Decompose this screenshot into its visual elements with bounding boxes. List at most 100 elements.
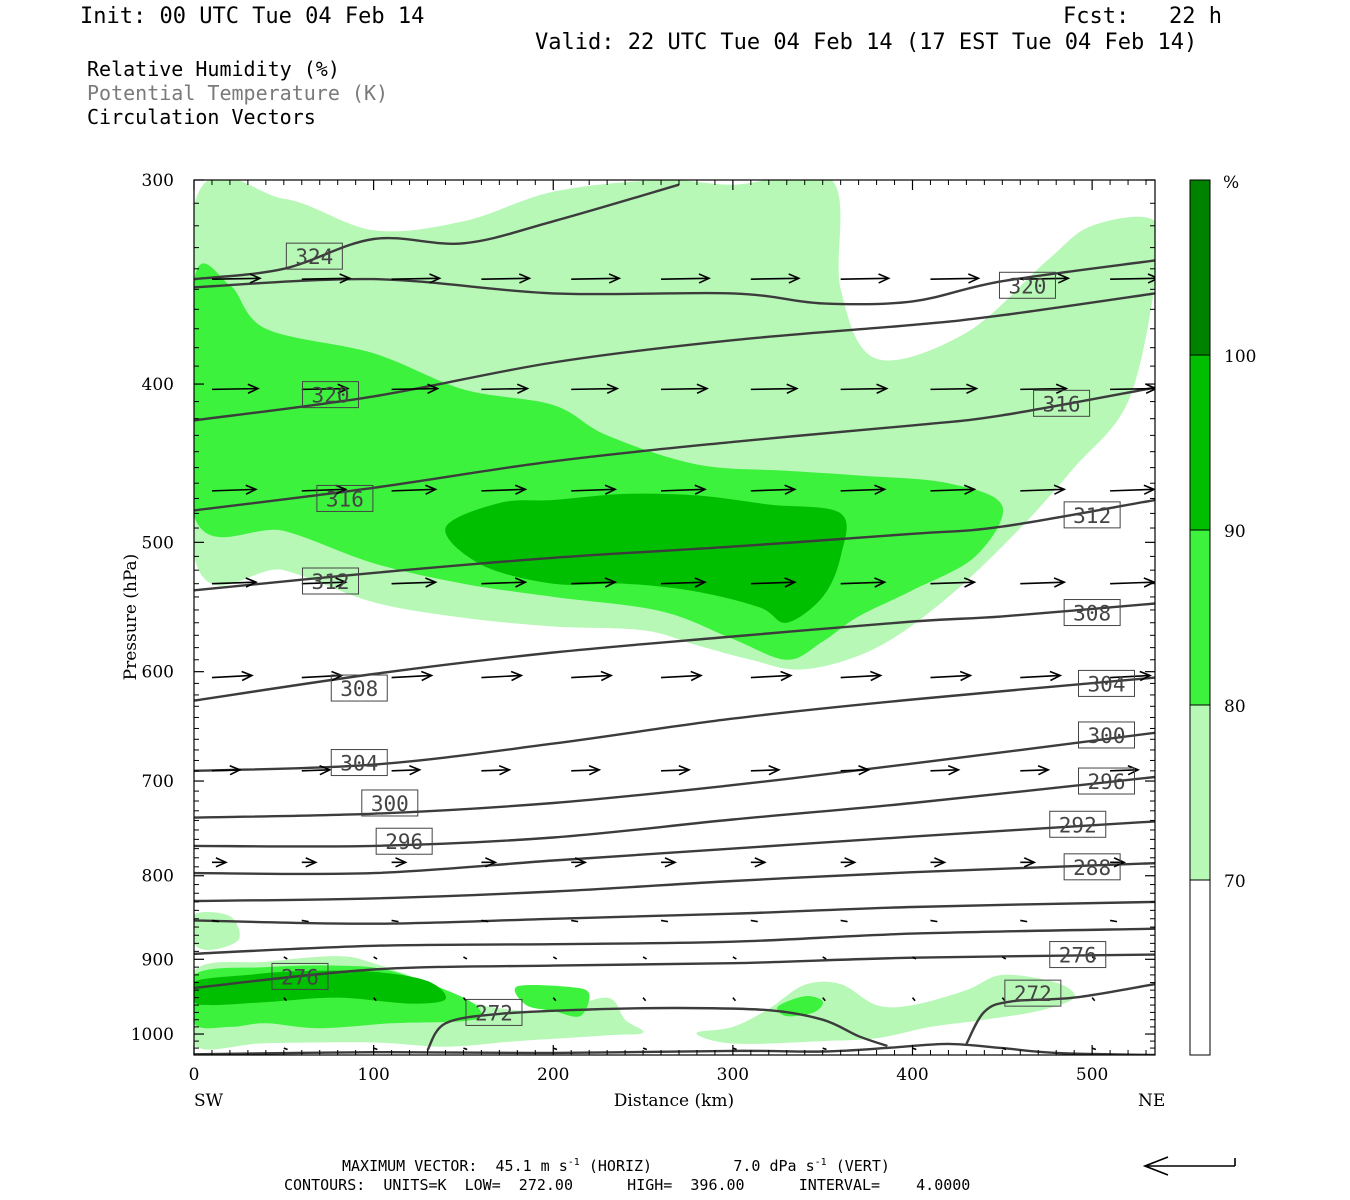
vector-arrow (750, 383, 799, 394)
contour-label: 324 (285, 242, 343, 270)
theta-line-3 (194, 386, 1155, 512)
vector-arrow (373, 956, 378, 960)
y-tick-label: 700 (142, 772, 174, 792)
vector-layer (211, 273, 1155, 1051)
contour-label-text: 300 (371, 792, 409, 816)
contour-label: 300 (361, 789, 419, 817)
vector-arrow (660, 670, 703, 682)
contour-label-text: 300 (1088, 724, 1126, 748)
contour-label-text: 276 (1059, 944, 1097, 968)
vector-arrow (552, 1047, 558, 1051)
vector-arrow (373, 1047, 378, 1051)
vector-arrow (391, 670, 434, 682)
vector-arrow (571, 764, 602, 776)
theta-line-6 (194, 676, 1155, 772)
x-right-label: NE (1138, 1091, 1165, 1111)
contour-label: 308 (1063, 599, 1121, 627)
vector-arrow (750, 273, 801, 284)
theta-line-4 (194, 498, 1155, 592)
contour-label-text: 316 (326, 487, 364, 511)
vector-arrow (1001, 956, 1007, 960)
vector-arrow (732, 956, 737, 960)
theta-line-7 (194, 731, 1155, 819)
contour-label-text: 288 (1073, 856, 1111, 880)
vector-arrow (1110, 484, 1155, 495)
vector-arrow (391, 484, 438, 495)
vector-arrow (822, 956, 827, 960)
vector-arrow (661, 273, 711, 284)
vector-arrow (660, 919, 669, 923)
vector-arrow (481, 857, 498, 868)
vector-arrow (1110, 670, 1152, 682)
vector-arrow (301, 577, 348, 588)
vector-arrow (661, 383, 709, 394)
contour-label-text: 308 (1073, 602, 1111, 626)
vector-arrow (211, 273, 262, 284)
vector-arrow (552, 997, 557, 1002)
y-tick-label: 1000 (131, 1025, 174, 1045)
vector-arrow (930, 383, 979, 394)
x-tick-label: 200 (537, 1065, 569, 1085)
vector-arrow (481, 919, 489, 923)
vector-arrow (571, 857, 588, 868)
vector-arrow (1110, 764, 1141, 776)
vector-arrow (391, 383, 440, 394)
vector-arrow (642, 1047, 648, 1051)
vector-arrow (571, 670, 614, 682)
contour-label: 272 (465, 998, 523, 1026)
y-tick-label: 300 (142, 171, 174, 191)
contour-label: 276 (271, 962, 329, 990)
vector-arrow (571, 484, 618, 495)
rh-region-rh70-1 (194, 912, 240, 950)
vector-arrow (750, 484, 797, 495)
y-tick-label: 500 (142, 533, 174, 553)
contour-label: 276 (1049, 941, 1107, 969)
contour-label-text: 292 (1059, 813, 1097, 837)
vector-arrow (750, 857, 767, 868)
vector-arrow (283, 997, 287, 1002)
vector-arrow (391, 273, 442, 284)
vector-arrow (571, 919, 579, 923)
legend-theta: Potential Temperature (K) (87, 81, 389, 105)
valid-time: Valid: 22 UTC Tue 04 Feb 14 (17 EST Tue … (535, 30, 1198, 55)
rh-region-rh80-2 (514, 984, 590, 1017)
vector-arrow (391, 764, 422, 776)
vector-arrow (840, 577, 887, 588)
contour-label-text: 304 (1088, 672, 1126, 696)
horiz-unit: (HORIZ) (579, 1157, 653, 1175)
vector-arrow (211, 857, 228, 868)
vector-arrow (930, 577, 977, 588)
contour-label: 300 (1078, 721, 1136, 749)
vector-arrow (822, 1047, 827, 1051)
vector-arrow (391, 857, 408, 868)
vector-arrow (930, 273, 981, 284)
vector-arrow (1091, 997, 1096, 1002)
theta-line-14 (426, 1006, 888, 1051)
colorbar-seg-below70 (1189, 879, 1211, 1056)
theta-line-16 (194, 1042, 1155, 1055)
vector-arrow (1020, 919, 1028, 923)
vector-arrow (211, 670, 254, 682)
vector-arrow (211, 383, 260, 394)
vector-arrow (301, 857, 318, 868)
contour-label: 288 (1063, 853, 1121, 881)
vector-arrow (642, 956, 647, 960)
vector-arrow (661, 577, 707, 588)
vector-arrow (1110, 273, 1155, 284)
vector-arrow (822, 997, 826, 1002)
theta-line-10 (194, 862, 1155, 903)
theta-line-1 (194, 259, 1155, 306)
x-tick-label: 100 (357, 1065, 389, 1085)
vector-arrow (930, 670, 973, 682)
vector-arrow (732, 997, 737, 1002)
vector-arrow (840, 383, 889, 394)
colorbar-seg-90 (1189, 354, 1211, 531)
vector-arrow (840, 670, 883, 682)
theta-contour-layer (194, 183, 1155, 1055)
vector-arrow (301, 383, 350, 394)
vector-arrow (750, 764, 781, 776)
vector-arrow (840, 919, 848, 923)
colorbar-seg-70 (1189, 704, 1211, 881)
vector-arrow (481, 484, 528, 495)
vector-arrow (1020, 764, 1051, 776)
